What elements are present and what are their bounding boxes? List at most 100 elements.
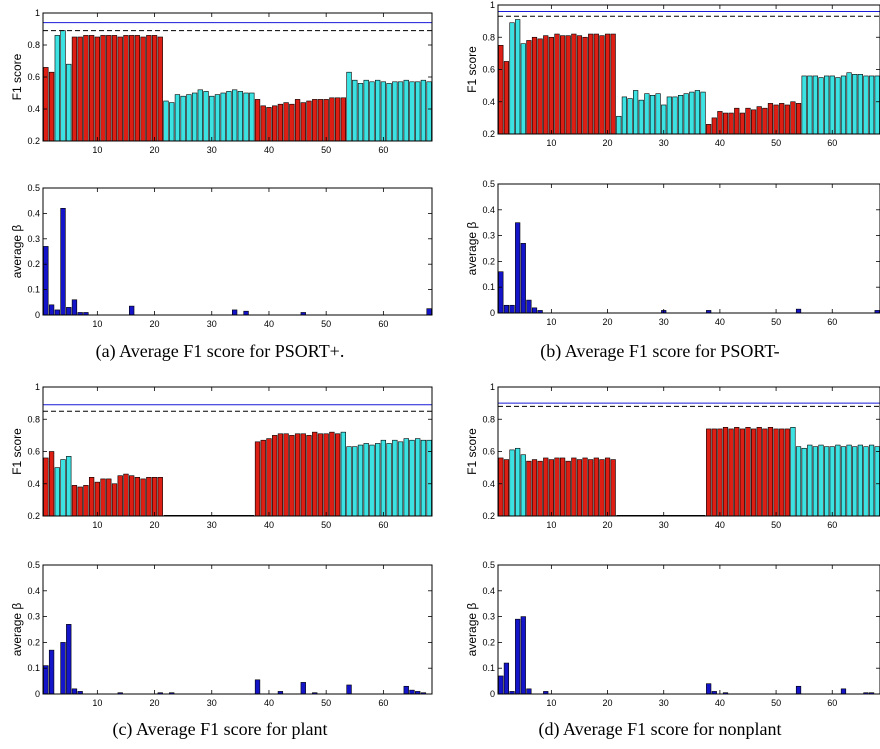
panel-d-f1-bar <box>745 427 751 517</box>
panel-c-f1-bar <box>94 481 100 517</box>
panel-b-f1-bar <box>503 61 510 135</box>
panel-a-f1-bar <box>283 102 289 142</box>
panel-a-f1-bar <box>209 95 215 142</box>
panel-b-f1-bar <box>677 95 684 135</box>
panel-c-beta-ytick-label: 0.3 <box>27 612 40 622</box>
panel-c-beta-bar <box>254 679 261 695</box>
panel-a-f1-ytick-label: 0.2 <box>27 136 40 146</box>
panel-b-f1-bar <box>543 35 549 135</box>
panel-a-beta-bar <box>129 305 135 316</box>
panel-c-f1-bar <box>54 467 60 517</box>
panel-a-f1-bar <box>375 79 381 142</box>
panel-b-f1-bar <box>745 107 751 135</box>
panel-b-beta-ylabel: average β <box>465 222 479 276</box>
panel-a-f1-bar <box>203 91 209 142</box>
panel-c-beta-ytick-label: 0 <box>35 689 40 699</box>
panel-d-beta-xtick-label: 30 <box>659 698 669 708</box>
panel-d-beta-xtick-label: 50 <box>771 698 781 708</box>
panel-a-beta-ytick-label: 0.2 <box>27 259 40 269</box>
panel-c-f1-bar <box>352 446 358 517</box>
caption-d: (d) Average F1 score for nonplant <box>538 719 782 739</box>
panel-c-f1-bar <box>392 439 398 517</box>
panel-b-beta-plot-area <box>498 184 880 313</box>
panel-b-f1-bar <box>840 75 847 135</box>
panel-d-f1-bar <box>829 446 835 517</box>
panel-c-f1-ytick-label: 0.8 <box>27 414 40 424</box>
panel-b-beta-bar <box>520 243 526 314</box>
panel-d-f1-bar <box>784 428 790 517</box>
panel-a-beta-ylabel: average β <box>10 225 24 279</box>
panel-c-f1-bar <box>123 473 129 517</box>
panel-d-f1-bar <box>537 460 543 517</box>
panel-b-f1-bar <box>593 33 599 135</box>
panel-d-beta-ytick-label: 0.4 <box>482 586 495 596</box>
panel-d-f1-bar <box>554 457 560 517</box>
panel-a-beta-plot-area <box>43 188 432 315</box>
panel-a-f1-bar <box>169 102 175 142</box>
panel-b-f1-bar <box>672 96 678 135</box>
panel-c-f1-bar <box>88 476 95 517</box>
panel-b-f1-bar <box>795 103 802 135</box>
panel-d-f1-bar <box>818 444 824 517</box>
panel-a-f1-chart: 0.2 0.4 0.6 0.8 1 10 20 30 40 50 60 F1 score <box>10 8 433 155</box>
panel-d-f1-bar <box>588 459 594 517</box>
panel-b-f1-ytick-label: 0.8 <box>482 32 495 42</box>
panel-a-f1-bar <box>237 91 243 142</box>
panel-a-f1-bar <box>94 36 100 142</box>
panel-a-f1-ytick-label: 0.8 <box>27 40 40 50</box>
panel-a-f1-bar <box>83 35 89 142</box>
panel-a-f1-xtick-label: 20 <box>150 145 160 155</box>
panel-b-f1-bar <box>852 74 858 135</box>
panel-a-f1-bar <box>129 35 135 142</box>
panel-c-f1-bar <box>100 478 106 517</box>
panel-b-f1-xtick-label: 30 <box>659 138 669 148</box>
panel-a-f1-bar <box>186 94 192 142</box>
panel-b-f1-bar <box>599 35 605 135</box>
panel-b-f1-bar <box>610 33 616 135</box>
panel-b-f1-bar <box>767 103 774 135</box>
panel-a-f1-bar <box>426 81 432 142</box>
panel-a-beta-axes-frame <box>42 187 433 316</box>
panel-c-f1-bar <box>83 485 89 517</box>
panel-d-beta-ytick-label: 0.2 <box>482 637 495 647</box>
caption-c: (c) Average F1 score for plant <box>112 719 328 739</box>
panel-d-beta-plot-area <box>498 565 880 694</box>
panel-c-f1-bar <box>334 433 341 517</box>
panel-c-f1-bar <box>415 438 421 517</box>
panel-d-f1-bar <box>863 446 869 517</box>
panel-c-f1-bar <box>48 451 55 517</box>
panel-d-f1-xtick-label: 40 <box>715 520 725 530</box>
panel-c-f1-bar <box>106 478 112 517</box>
panel-b-beta-xtick-label: 60 <box>827 317 837 327</box>
panel-a-f1-bar <box>329 97 335 142</box>
panel-d-f1-ytick-label: 0.4 <box>482 479 495 489</box>
panel-b-f1-bar <box>638 99 644 135</box>
panel-b-f1-bar <box>509 22 515 135</box>
panel-d-f1-bar <box>762 428 768 517</box>
panel-d-f1-ytick-label: 0.6 <box>482 447 495 457</box>
panel-a-f1-ytick-label: 0.6 <box>27 72 40 82</box>
panel-d-f1-bar <box>593 457 599 517</box>
panel-d-beta-bar <box>795 685 802 695</box>
panel-b-f1-bar <box>762 107 768 135</box>
panel-d-f1-bar <box>868 444 875 517</box>
panel-a-f1-bar <box>420 79 427 142</box>
panel-a-beta-bar <box>243 310 249 316</box>
panel-d-f1-bar <box>852 446 858 517</box>
panel-d-beta-bar <box>515 618 521 695</box>
panel-c-f1-xtick-label: 50 <box>321 520 331 530</box>
panel-a-f1-bar <box>134 35 141 142</box>
panel-b-f1-bar <box>750 109 757 135</box>
panel-c-f1-ytick-label: 1 <box>35 382 40 392</box>
panel-a-f1-bar <box>272 105 278 142</box>
panel-d-f1-bar <box>801 447 807 517</box>
panel-d-beta-ytick-label: 0 <box>490 689 495 699</box>
panel-b-f1-ytick-label: 0.2 <box>482 129 495 139</box>
panel-d-f1-bar <box>807 444 813 517</box>
panel-c-f1-xtick-label: 40 <box>264 520 274 530</box>
panel-d-beta-xtick-label: 60 <box>827 698 837 708</box>
panel-c-f1-bar <box>409 439 415 517</box>
panel-b-f1-bar <box>531 36 538 135</box>
panel-a-beta-ytick-label: 0.1 <box>27 285 40 295</box>
panel-b-f1-xtick-label: 60 <box>827 138 837 148</box>
